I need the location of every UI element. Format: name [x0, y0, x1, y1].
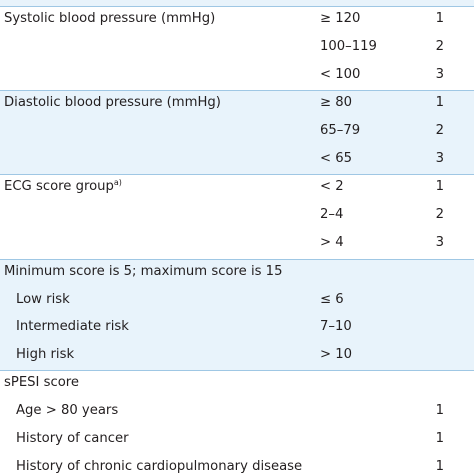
row-label: sPESI score: [4, 371, 79, 395]
row-criterion: 100–119: [320, 39, 377, 54]
table-row: < 100 3: [0, 63, 474, 91]
row-criterion: < 100: [320, 66, 361, 82]
row-criterion: ≥ 80: [320, 95, 353, 111]
row-points: 1: [435, 403, 444, 419]
table-row: < 65 3: [0, 147, 474, 175]
section-ecg: ECG score groupa) < 2 1 2–4 2 > 4 3: [0, 174, 474, 258]
row-label: History of cancer: [16, 427, 129, 451]
footnote-marker: a): [113, 178, 122, 188]
table-body: Systolic blood pressure (mmHg) ≥ 120 1 100–…: [0, 7, 474, 474]
table-row: 65–79 2: [0, 119, 474, 147]
row-label: Minimum score is 5; maximum score is 15: [4, 260, 282, 284]
table-row: History of chronic cardiopulmonary disea…: [0, 455, 474, 474]
row-points: 2: [435, 123, 444, 139]
row-criterion: ≥ 120: [320, 11, 361, 26]
table-row: > 4 3: [0, 231, 474, 259]
row-points: 3: [435, 66, 444, 82]
section-diastolic: Diastolic blood pressure (mmHg) ≥ 80 1 65–7…: [0, 90, 474, 175]
row-points: 2: [435, 207, 444, 223]
row-criterion: < 2: [320, 179, 344, 195]
table-row: Minimum score is 5; maximum score is 15: [0, 260, 474, 288]
row-label: Intermediate risk: [16, 315, 129, 339]
row-label: ECG score groupa): [4, 175, 122, 199]
row-label: Systolic blood pressure (mmHg): [4, 7, 215, 31]
table-top-strip: [0, 0, 474, 7]
row-label-text: Minimum score is 5; maximum score is 15: [4, 263, 283, 279]
row-label-text: ECG score group: [4, 179, 114, 195]
row-criterion: > 10: [320, 346, 353, 362]
row-points: 1: [435, 458, 444, 474]
row-criterion: < 65: [320, 150, 353, 166]
row-criterion: > 4: [320, 234, 344, 250]
row-points: 1: [435, 11, 444, 26]
row-points: 2: [435, 39, 444, 54]
section-spesi: sPESI score Age > 80 years 1 History of can…: [0, 370, 474, 474]
row-label: Diastolic blood pressure (mmHg): [4, 91, 221, 115]
table-row: 100–119 2: [0, 35, 474, 63]
row-label-text: History of chronic cardiopulmonary disea…: [16, 458, 303, 474]
row-label-text: History of cancer: [16, 430, 129, 446]
row-label: Low risk: [16, 288, 70, 312]
row-label: High risk: [16, 343, 74, 367]
row-label-text: High risk: [16, 346, 75, 362]
row-label-text: sPESI score: [4, 375, 80, 391]
row-label-text: Low risk: [16, 291, 70, 307]
section-score-range: Minimum score is 5; maximum score is 15 L…: [0, 258, 474, 371]
row-label-text: Diastolic blood pressure (mmHg): [4, 95, 221, 111]
table-row: 2–4 2: [0, 203, 474, 231]
row-points: 1: [435, 179, 444, 195]
table-row: Low risk ≤ 6: [0, 288, 474, 316]
table-row: Intermediate risk 7–10: [0, 315, 474, 343]
row-points: 3: [435, 150, 444, 166]
row-points: 1: [435, 430, 444, 446]
row-label: Age > 80 years: [16, 399, 118, 423]
table-row: History of cancer 1: [0, 427, 474, 455]
table-row: ECG score groupa) < 2 1: [0, 175, 474, 203]
row-criterion: ≤ 6: [320, 291, 344, 307]
row-label: History of chronic cardiopulmonary disea…: [16, 455, 302, 474]
row-criterion: 2–4: [320, 207, 344, 223]
section-systolic: Systolic blood pressure (mmHg) ≥ 120 1 100–…: [0, 7, 474, 90]
row-points: 1: [435, 95, 444, 111]
row-points: 3: [435, 234, 444, 250]
row-label-text: Age > 80 years: [16, 403, 119, 419]
row-label-text: Systolic blood pressure (mmHg): [4, 11, 216, 26]
table-row: Diastolic blood pressure (mmHg) ≥ 80 1: [0, 91, 474, 119]
table-row: sPESI score: [0, 371, 474, 399]
row-criterion: 7–10: [320, 319, 352, 335]
row-criterion: 65–79: [320, 123, 361, 139]
table-row: High risk > 10: [0, 343, 474, 371]
row-label-text: Intermediate risk: [16, 319, 129, 335]
table-row: Age > 80 years 1: [0, 399, 474, 427]
table-row: Systolic blood pressure (mmHg) ≥ 120 1: [0, 7, 474, 35]
